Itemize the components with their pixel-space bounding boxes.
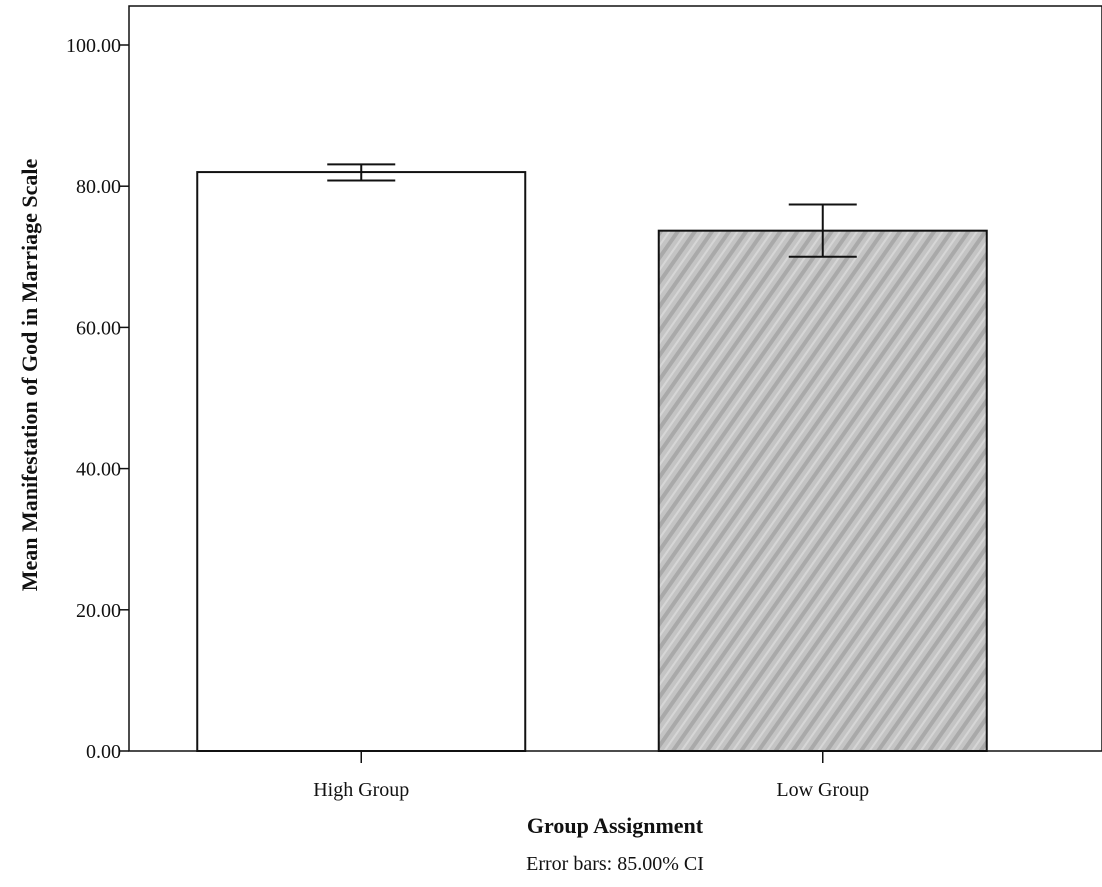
y-tick-label: 60.00: [76, 317, 121, 339]
bar-high-group: [196, 171, 527, 752]
y-tick-label: 100.00: [66, 35, 121, 57]
y-tick-label: 0.00: [86, 741, 121, 763]
y-axis-title: Mean Manifestation of God in Marriage Sc…: [17, 158, 42, 591]
error-bar-note: Error bars: 85.00% CI: [526, 853, 704, 875]
x-axis: High Group Low Group: [313, 751, 869, 801]
y-tick-label: 20.00: [76, 600, 121, 622]
x-tick-label: High Group: [313, 779, 409, 801]
bars: [196, 163, 988, 753]
x-axis-title: Group Assignment: [527, 813, 704, 838]
bar-low-group: [657, 229, 988, 753]
error-bar: [788, 203, 857, 258]
y-tick-label: 80.00: [76, 176, 121, 198]
y-tick-label: 40.00: [76, 459, 121, 481]
plot-frame: [128, 5, 1102, 752]
error-bar: [327, 163, 396, 182]
y-axis: 0.00 20.00 40.00 60.00 80.00 100.00: [66, 35, 129, 763]
x-tick-label: Low Group: [776, 779, 869, 801]
